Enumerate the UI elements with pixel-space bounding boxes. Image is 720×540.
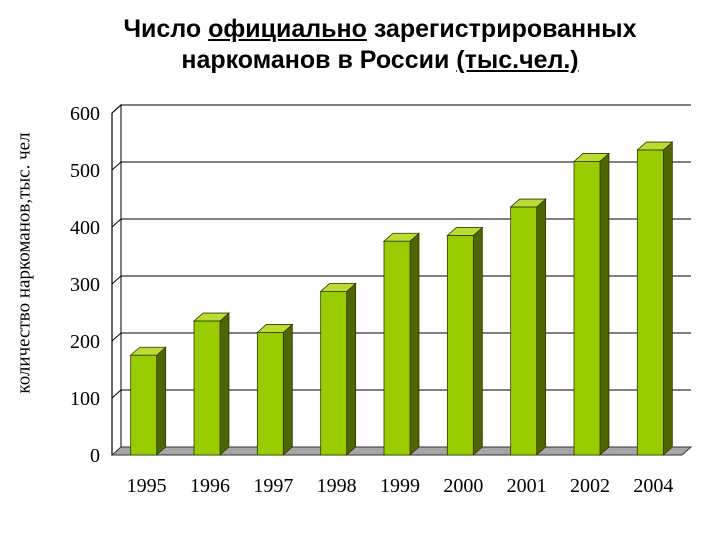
chart-title: Число официально зарегистрированных нарк… (40, 14, 720, 76)
x-tick-label-1998: 1998 (317, 475, 357, 497)
gridline-side-600 (111, 104, 122, 114)
title-text-1b: официально (208, 15, 367, 43)
gridline-side-300 (111, 275, 122, 285)
bar-2000 (446, 235, 474, 456)
x-tick-label-1995: 1995 (127, 475, 167, 497)
bar-2001 (510, 206, 538, 456)
bar-side-1998 (346, 282, 357, 456)
chart-title-line-1: Число официально зарегистрированных (40, 14, 720, 45)
bar-side-2002 (599, 152, 610, 456)
gridline-side-100 (111, 389, 122, 399)
y-tick-label-400: 400 (70, 217, 100, 239)
x-tick-label-1996: 1996 (190, 475, 230, 497)
y-tick-label-200: 200 (70, 331, 100, 353)
title-text-1a: Число (123, 15, 209, 43)
title-text-2b: (тыс.чел.) (456, 46, 579, 74)
bar-2004 (636, 149, 664, 456)
bar-1996 (193, 320, 221, 456)
x-tick-label-1997: 1997 (253, 475, 293, 497)
x-tick-label-2004: 2004 (633, 475, 673, 497)
y-tick-label-300: 300 (70, 274, 100, 296)
x-tick-label-2001: 2001 (507, 475, 547, 497)
bar-2002 (573, 161, 601, 456)
y-tick-label-0: 0 (90, 445, 100, 467)
bar-1998 (320, 291, 348, 456)
bar-1995 (130, 354, 158, 456)
gridline-side-200 (111, 332, 122, 342)
y-tick-label-100: 100 (70, 388, 100, 410)
bar-side-1995 (156, 346, 167, 456)
x-tick-label-1999: 1999 (380, 475, 420, 497)
bar-1999 (383, 240, 411, 456)
x-tick-label-2002: 2002 (570, 475, 610, 497)
gridline-side-500 (111, 161, 122, 171)
bar-side-2004 (662, 141, 673, 456)
bar-side-2000 (472, 226, 483, 456)
gridline-side-400 (111, 218, 122, 228)
bar-1997 (256, 332, 284, 456)
chart-title-line-2: наркоманов в России (тыс.чел.) (40, 45, 720, 76)
title-text-2a: наркоманов в России (181, 46, 457, 74)
y-tick-label-500: 500 (70, 160, 100, 182)
title-text-1c: зарегистрированных (366, 15, 637, 43)
bar-side-1997 (282, 323, 293, 456)
x-tick-label-2000: 2000 (443, 475, 483, 497)
bar-side-1999 (409, 232, 420, 456)
bar-side-1996 (219, 312, 230, 456)
bar-side-2001 (536, 198, 547, 456)
y-tick-label-600: 600 (70, 103, 100, 125)
